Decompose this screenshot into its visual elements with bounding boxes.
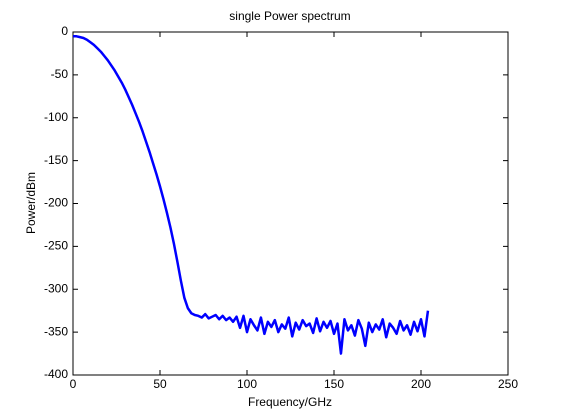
x-tick-label: 200 <box>411 377 431 391</box>
x-tick-label: 250 <box>498 377 518 391</box>
x-tick-label: 100 <box>237 377 257 391</box>
x-tick-label: 0 <box>70 377 77 391</box>
x-tick-label: 50 <box>153 377 167 391</box>
y-tick-label: -200 <box>44 196 68 210</box>
x-tick-label: 150 <box>324 377 344 391</box>
x-axis-label: Frequency/GHz <box>248 395 332 409</box>
y-tick-label: -350 <box>44 324 68 338</box>
y-tick-label: 0 <box>61 24 68 38</box>
y-tick-label: -250 <box>44 239 68 253</box>
series-line <box>73 35 430 355</box>
plot-area <box>72 31 509 376</box>
y-axis-label: Power/dBm <box>24 172 38 234</box>
y-tick-label: -150 <box>44 153 68 167</box>
y-tick-label: -100 <box>44 110 68 124</box>
y-tick-label: -50 <box>51 67 69 81</box>
chart-title: single Power spectrum <box>229 9 350 23</box>
y-tick-label: -400 <box>44 367 68 381</box>
y-tick-label: -300 <box>44 281 68 295</box>
